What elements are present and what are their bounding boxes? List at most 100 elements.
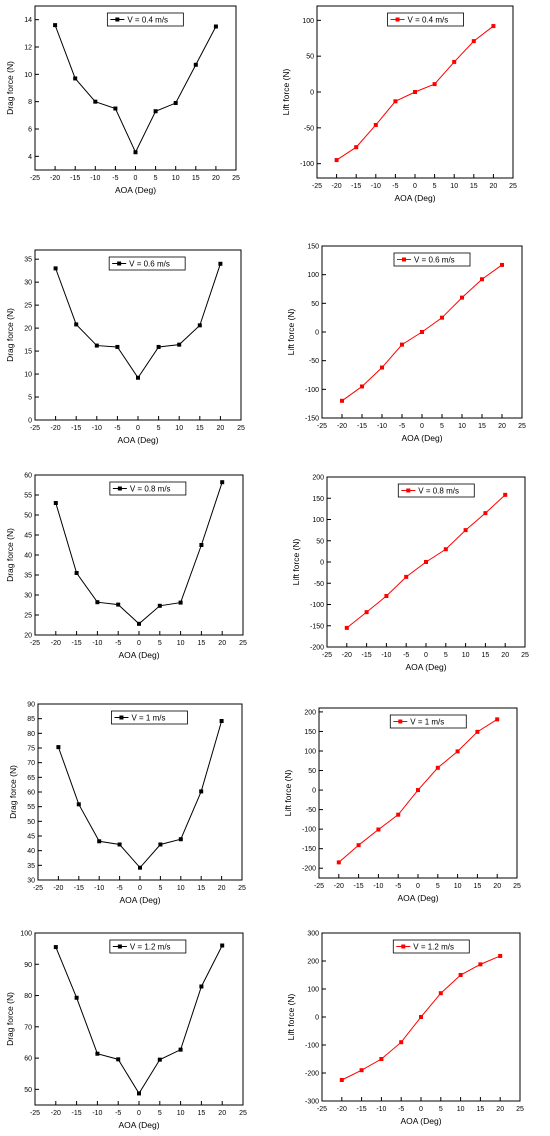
x-axis-label: AOA (Deg) xyxy=(405,662,446,672)
y-tick-label: -100 xyxy=(305,1043,319,1050)
y-tick-label: 90 xyxy=(24,962,32,969)
data-point xyxy=(334,158,339,163)
data-point xyxy=(153,109,158,114)
x-tick-label: 10 xyxy=(172,175,180,182)
data-point xyxy=(178,600,183,605)
chart-svg: -25 -20 -15 -10 -5 0 5 10 15 20 25-100-50050100AOA… xyxy=(281,5,517,203)
x-tick-label: 20 xyxy=(218,640,226,647)
x-tick-label: -5 xyxy=(116,885,122,892)
data-point xyxy=(56,745,61,750)
y-axis-label: Lift force (N) xyxy=(286,308,296,355)
y-tick-label: 0 xyxy=(315,330,319,337)
y-tick-label: -100 xyxy=(310,602,324,609)
y-tick-label: 65 xyxy=(27,775,35,782)
x-tick-label: 0 xyxy=(134,175,138,182)
chart-panel-6: -25 -20 -15 -10 -5 0 5 10 15 20 25 -200 -150 -100 -50 0… xyxy=(275,465,550,675)
x-tick-label: -25 xyxy=(317,1106,327,1113)
y-tick-label: 30 xyxy=(24,280,32,287)
data-point xyxy=(438,991,443,996)
y-tick-label: 50 xyxy=(24,513,32,520)
x-tick-label: -20 xyxy=(50,175,60,182)
data-point xyxy=(455,749,460,754)
y-tick-label: -200 xyxy=(310,645,324,652)
y-tick-label: 100 xyxy=(304,748,316,755)
y-tick-label: 55 xyxy=(24,493,32,500)
x-tick-label: 20 xyxy=(217,425,225,432)
data-point xyxy=(158,842,163,847)
plot-frame xyxy=(34,5,237,171)
y-tick-label: -50 xyxy=(304,125,314,132)
y-tick-label: -300 xyxy=(305,1099,319,1106)
y-tick-label: 15 xyxy=(24,349,32,356)
data-point xyxy=(419,1015,423,1019)
y-tick-label: 35 xyxy=(27,863,35,870)
x-tick-label: -20 xyxy=(53,885,63,892)
x-tick-label: -20 xyxy=(51,1110,61,1117)
x-tick-label: -15 xyxy=(70,175,80,182)
y-tick-label: 35 xyxy=(24,573,32,580)
x-tick-label: -15 xyxy=(362,652,372,659)
chart-svg: -25 -20 -15 -10 -5 0 5 10 15 20 25 0 5 10 15 20 25 30 35 AO… xyxy=(5,249,245,445)
x-tick-label: -20 xyxy=(51,425,61,432)
y-tick-label: 200 xyxy=(304,709,316,716)
legend-marker xyxy=(406,488,411,493)
y-tick-label: 40 xyxy=(24,553,32,560)
y-axis-label: Drag force (N) xyxy=(5,992,15,1046)
x-tick-label: -15 xyxy=(71,425,81,432)
chart-svg: -25 -20 -15 -10 -5 0 5 10 15 20 25-200-150-100-500… xyxy=(283,707,521,903)
x-tick-label: 0 xyxy=(136,425,140,432)
x-tick-label: -5 xyxy=(114,425,120,432)
plot-frame xyxy=(318,707,518,879)
y-tick-label: 80 xyxy=(24,993,32,1000)
y-tick-label: 200 xyxy=(312,475,324,482)
data-point xyxy=(376,827,381,832)
y-tick-label: 100 xyxy=(312,517,324,524)
legend-box xyxy=(389,714,467,729)
x-tick-label: -25 xyxy=(312,183,322,190)
x-tick-label: 15 xyxy=(192,175,200,182)
x-axis-label: AOA (Deg) xyxy=(117,435,158,445)
x-axis-label: AOA (Deg) xyxy=(397,893,438,903)
data-point xyxy=(360,384,364,389)
x-tick-label: 0 xyxy=(424,652,428,659)
chart-panel-7: -25 -20 -15 -10 -5 0 5 10 15 20 25 30 35 40 45 50 55 60 65… xyxy=(0,698,275,908)
y-tick-label: 30 xyxy=(27,878,35,885)
data-point xyxy=(478,962,483,967)
data-point xyxy=(364,610,369,615)
x-tick-label: -10 xyxy=(377,423,387,430)
legend-box xyxy=(109,939,187,954)
legend-marker xyxy=(115,17,120,22)
x-tick-label: 5 xyxy=(158,885,162,892)
y-tick-label: 8 xyxy=(28,99,32,106)
legend-box xyxy=(108,256,186,271)
chart-panel-5: -25 -20 -15 -10 -5 0 5 10 15 20 25 20 25 30 35 40 45 50 55… xyxy=(0,465,275,675)
x-tick-label: 0 xyxy=(138,885,142,892)
y-tick-label: 90 xyxy=(27,702,35,709)
y-tick-label: 10 xyxy=(24,72,32,79)
y-axis-label: Lift force (N) xyxy=(286,993,296,1040)
x-axis-label: AOA (Deg) xyxy=(118,1120,159,1130)
chart-panel-9: -25 -20 -15 -10 -5 0 5 10 15 20 25 50 60 70 80 90 100 AOA… xyxy=(0,925,275,1131)
x-tick-label: 20 xyxy=(501,652,509,659)
x-tick-label: 25 xyxy=(237,425,245,432)
x-tick-label: -25 xyxy=(33,885,43,892)
x-tick-label: 5 xyxy=(444,652,448,659)
y-tick-label: 0 xyxy=(310,90,314,97)
x-tick-label: -5 xyxy=(392,183,398,190)
data-point xyxy=(336,860,341,865)
x-tick-label: -20 xyxy=(334,883,344,890)
y-tick-label: 4 xyxy=(28,154,32,161)
plot-frame xyxy=(34,474,244,636)
y-tick-label: -100 xyxy=(300,161,314,168)
y-axis-label: Drag force (N) xyxy=(5,528,15,582)
x-tick-label: -5 xyxy=(115,640,121,647)
legend-box xyxy=(109,481,187,496)
chart-panel-10: -25 -20 -15 -10 -5 0 5 10 15 20 25 -300 -200 -100 0 100… xyxy=(275,925,550,1131)
legend-box xyxy=(393,252,471,267)
y-tick-label: 50 xyxy=(308,768,316,775)
x-tick-label: 20 xyxy=(493,883,501,890)
x-tick-label: 25 xyxy=(239,1110,247,1117)
y-tick-label: -50 xyxy=(306,807,316,814)
y-tick-label: 100 xyxy=(302,18,314,25)
data-point xyxy=(359,1068,364,1073)
